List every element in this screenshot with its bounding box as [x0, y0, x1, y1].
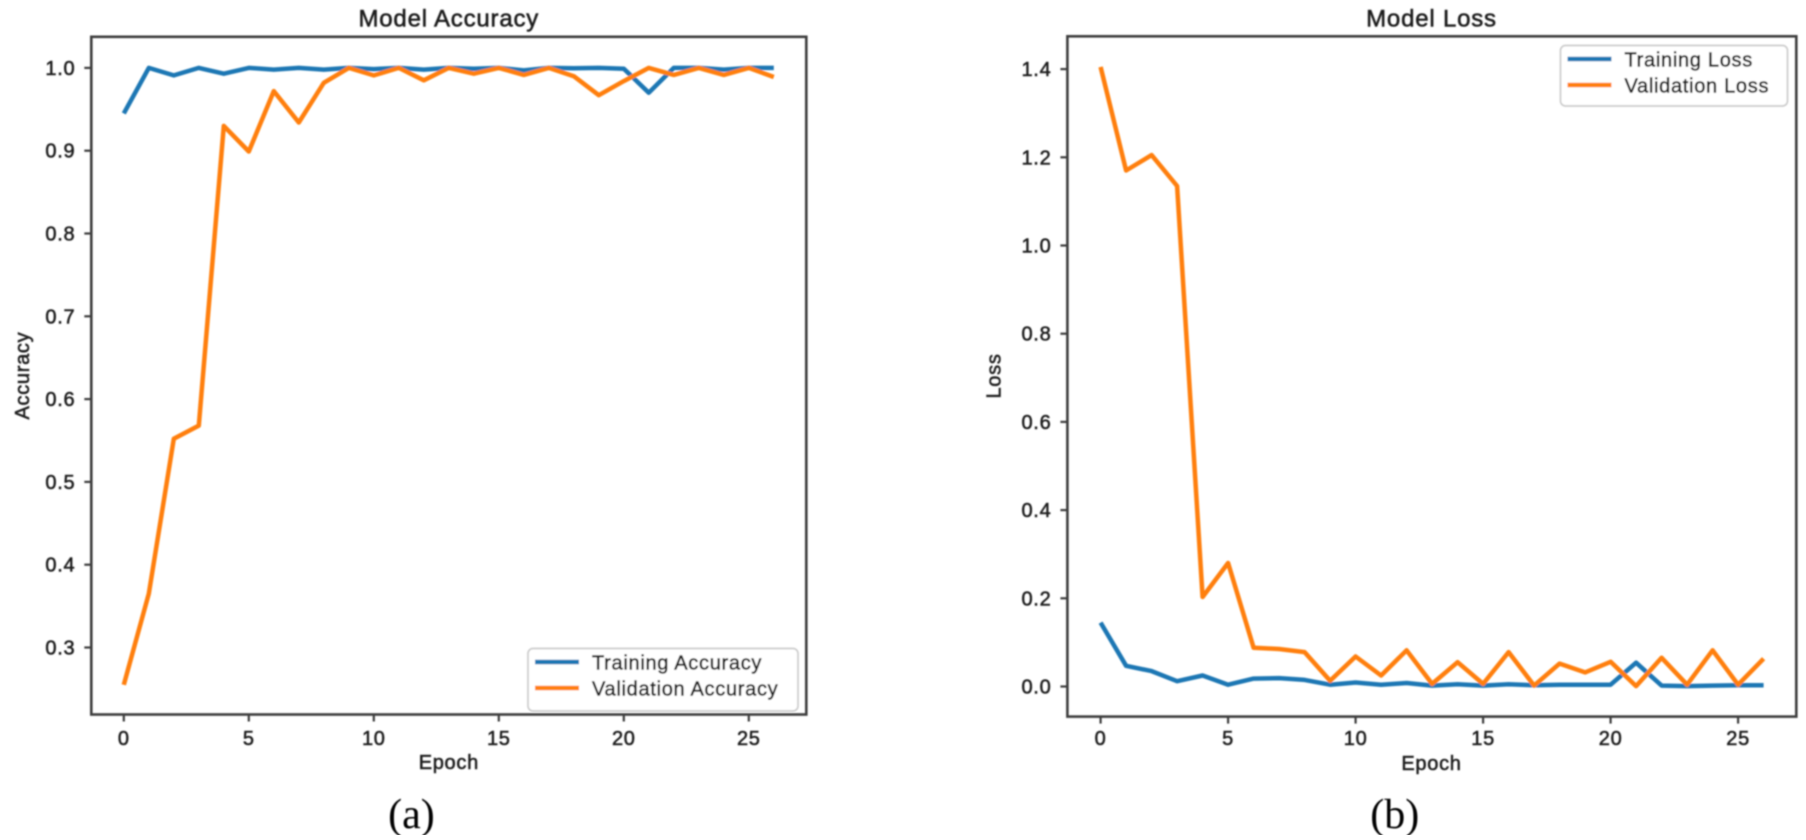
svg-text:Model Loss: Model Loss [1366, 6, 1497, 33]
svg-text:0.5: 0.5 [45, 472, 75, 494]
svg-text:0.4: 0.4 [1021, 500, 1051, 522]
svg-text:10: 10 [362, 728, 386, 750]
svg-text:25: 25 [1726, 728, 1750, 750]
svg-text:1.0: 1.0 [1021, 236, 1051, 258]
svg-text:0.9: 0.9 [45, 141, 75, 163]
svg-text:Accuracy: Accuracy [12, 332, 34, 420]
svg-text:0.7: 0.7 [45, 306, 75, 328]
svg-text:Model Accuracy: Model Accuracy [358, 6, 539, 33]
svg-text:Training Accuracy: Training Accuracy [592, 653, 762, 675]
svg-text:5: 5 [243, 728, 255, 750]
svg-text:0.8: 0.8 [45, 224, 75, 246]
svg-text:Validation Accuracy: Validation Accuracy [592, 679, 778, 701]
svg-text:(b): (b) [1370, 792, 1419, 835]
svg-text:Epoch: Epoch [1401, 753, 1461, 775]
svg-text:Validation Loss: Validation Loss [1625, 76, 1770, 98]
svg-text:Training Loss: Training Loss [1625, 50, 1753, 72]
svg-text:(a): (a) [388, 792, 435, 835]
svg-text:0.2: 0.2 [1021, 588, 1051, 610]
svg-text:15: 15 [1471, 728, 1495, 750]
svg-text:1.4: 1.4 [1021, 59, 1051, 81]
svg-text:25: 25 [737, 728, 761, 750]
svg-text:5: 5 [1222, 728, 1234, 750]
svg-text:Epoch: Epoch [419, 752, 479, 774]
svg-text:0.3: 0.3 [45, 638, 75, 660]
svg-text:0.6: 0.6 [45, 389, 75, 411]
svg-text:Loss: Loss [984, 353, 1006, 398]
svg-text:0: 0 [1095, 728, 1107, 750]
svg-text:1.2: 1.2 [1021, 147, 1051, 169]
svg-text:10: 10 [1344, 728, 1368, 750]
svg-text:1.0: 1.0 [45, 58, 75, 80]
svg-text:20: 20 [612, 728, 636, 750]
svg-text:15: 15 [487, 728, 511, 750]
svg-text:0.4: 0.4 [45, 555, 75, 577]
svg-text:20: 20 [1599, 728, 1623, 750]
svg-text:0.6: 0.6 [1021, 412, 1051, 434]
svg-text:0.8: 0.8 [1021, 324, 1051, 346]
svg-text:0: 0 [118, 728, 130, 750]
svg-text:0.0: 0.0 [1021, 677, 1051, 699]
